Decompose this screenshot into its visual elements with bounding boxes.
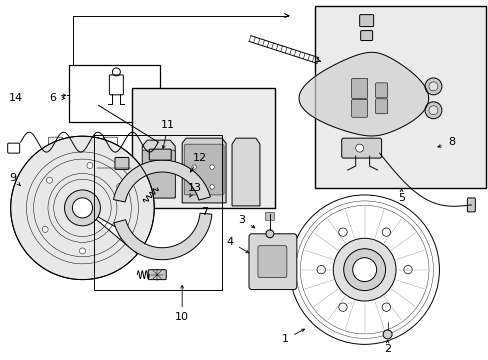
Circle shape	[64, 190, 100, 226]
Circle shape	[338, 303, 346, 311]
Circle shape	[424, 102, 441, 119]
Circle shape	[332, 238, 395, 301]
FancyBboxPatch shape	[149, 149, 171, 160]
Polygon shape	[11, 136, 154, 280]
Circle shape	[355, 144, 363, 152]
Text: 1: 1	[281, 334, 288, 345]
Circle shape	[192, 185, 196, 189]
Polygon shape	[299, 52, 428, 136]
Circle shape	[382, 330, 391, 339]
Circle shape	[42, 226, 48, 233]
FancyBboxPatch shape	[375, 83, 387, 98]
Circle shape	[428, 82, 437, 91]
FancyBboxPatch shape	[359, 15, 373, 27]
Circle shape	[352, 258, 376, 282]
FancyBboxPatch shape	[341, 138, 381, 158]
FancyBboxPatch shape	[184, 144, 224, 195]
Circle shape	[428, 106, 437, 115]
Circle shape	[46, 177, 52, 183]
Circle shape	[424, 78, 441, 95]
Polygon shape	[113, 160, 210, 202]
Polygon shape	[114, 213, 211, 260]
Circle shape	[72, 198, 92, 218]
Circle shape	[209, 165, 214, 169]
Bar	[132, 88, 274, 208]
Text: 11: 11	[161, 120, 175, 130]
Bar	[68, 66, 160, 122]
Circle shape	[382, 228, 390, 236]
Bar	[94, 135, 222, 289]
FancyBboxPatch shape	[258, 246, 286, 278]
Circle shape	[403, 265, 411, 274]
FancyBboxPatch shape	[265, 212, 274, 220]
Circle shape	[192, 165, 196, 169]
Polygon shape	[142, 140, 175, 198]
Circle shape	[343, 249, 385, 291]
FancyBboxPatch shape	[351, 99, 367, 117]
FancyBboxPatch shape	[375, 99, 387, 114]
Text: 13: 13	[188, 183, 202, 193]
Text: 9: 9	[9, 173, 16, 183]
Text: 12: 12	[193, 153, 207, 163]
Text: 5: 5	[397, 193, 404, 203]
FancyBboxPatch shape	[248, 234, 296, 289]
Circle shape	[87, 162, 93, 168]
Circle shape	[265, 230, 273, 238]
FancyBboxPatch shape	[142, 150, 175, 198]
Circle shape	[209, 185, 214, 189]
Text: 3: 3	[238, 215, 245, 225]
FancyBboxPatch shape	[467, 198, 474, 212]
FancyBboxPatch shape	[148, 270, 166, 280]
Text: 8: 8	[447, 137, 454, 147]
FancyBboxPatch shape	[360, 31, 372, 41]
Text: 7: 7	[201, 207, 208, 217]
Text: 4: 4	[226, 237, 233, 247]
Circle shape	[80, 248, 85, 254]
Circle shape	[382, 303, 390, 311]
Circle shape	[117, 183, 122, 189]
FancyBboxPatch shape	[351, 78, 367, 98]
Text: 14: 14	[9, 93, 22, 103]
Circle shape	[316, 265, 325, 274]
Polygon shape	[232, 138, 260, 206]
Text: 2: 2	[383, 345, 390, 354]
Circle shape	[338, 228, 346, 236]
Text: 10: 10	[175, 312, 189, 323]
Text: 6: 6	[49, 93, 56, 103]
Polygon shape	[182, 138, 225, 203]
Bar	[314, 6, 486, 188]
FancyBboxPatch shape	[115, 157, 129, 170]
